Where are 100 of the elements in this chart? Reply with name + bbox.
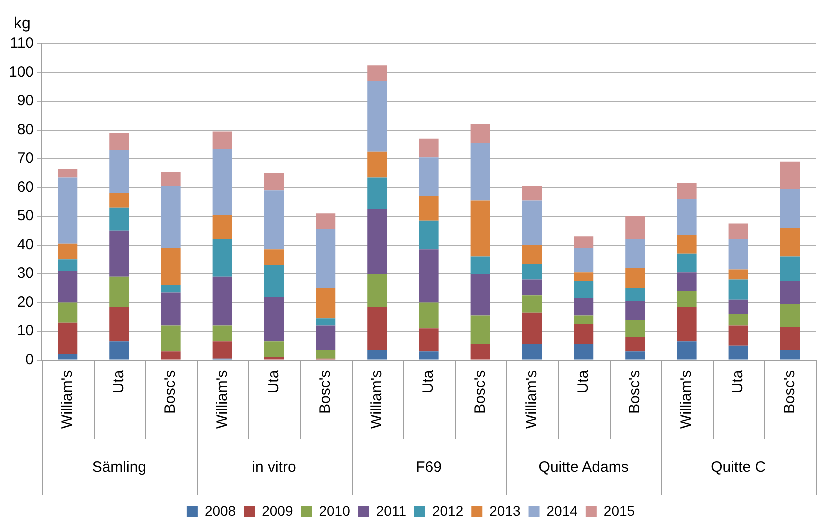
bar xyxy=(58,244,78,260)
y-tick-label: 10 xyxy=(17,322,34,340)
x-tick-label: Bosc's xyxy=(472,370,489,414)
bar xyxy=(419,196,439,221)
bar xyxy=(58,260,78,272)
bar xyxy=(212,240,232,277)
bar xyxy=(368,178,388,210)
x-tick-label: Bosc's xyxy=(781,370,798,414)
x-tick-label: Uta xyxy=(574,370,592,394)
bar xyxy=(316,350,336,359)
bar xyxy=(728,326,748,346)
y-tick-label: 70 xyxy=(17,150,34,168)
bar xyxy=(677,272,697,292)
bar xyxy=(58,302,78,323)
y-tick-label: 50 xyxy=(17,208,34,225)
x-tick-label: Bosc's xyxy=(316,370,334,414)
bar xyxy=(677,199,697,236)
bar xyxy=(728,280,748,300)
bar xyxy=(728,300,748,314)
bar xyxy=(574,248,594,273)
legend-label: 2010 xyxy=(319,502,351,519)
bar xyxy=(264,342,284,358)
x-tick-label: Uta xyxy=(265,370,282,394)
bar xyxy=(58,271,78,303)
x-tick-label: Bosc's xyxy=(626,370,644,414)
bar xyxy=(368,274,388,308)
bar xyxy=(419,158,439,196)
bar xyxy=(110,230,130,277)
x-tick-label: Uta xyxy=(730,370,747,394)
x-tick-label: William's xyxy=(58,370,76,430)
bar xyxy=(368,152,388,178)
bar xyxy=(470,124,490,144)
y-tick-label: 30 xyxy=(17,265,34,282)
bar xyxy=(470,274,490,316)
text: Quitte Adams xyxy=(538,459,629,476)
bar xyxy=(316,318,336,326)
bar xyxy=(470,200,490,257)
bar xyxy=(728,314,748,326)
bar xyxy=(368,81,388,152)
bar xyxy=(470,316,490,344)
x-tick-label: William's xyxy=(214,370,231,430)
bar xyxy=(110,150,130,194)
bar xyxy=(677,342,697,360)
bar xyxy=(368,209,388,274)
bar xyxy=(780,327,800,350)
bar xyxy=(522,312,542,344)
bar xyxy=(419,220,439,250)
bar xyxy=(264,297,284,342)
bar xyxy=(161,248,181,286)
bar xyxy=(212,326,232,342)
y-tick-label: 80 xyxy=(17,121,34,138)
x-tick-label: William's xyxy=(678,370,696,430)
bar xyxy=(522,296,542,313)
x-tick-label: Uta xyxy=(420,370,438,394)
bar xyxy=(58,354,78,360)
bar xyxy=(110,307,130,342)
bar xyxy=(316,326,336,350)
bar xyxy=(574,272,594,282)
bar xyxy=(316,229,336,288)
bar xyxy=(728,270,748,280)
bar xyxy=(780,304,800,328)
bar xyxy=(574,344,594,360)
bar xyxy=(522,186,542,201)
y-tick-label: 100 xyxy=(8,64,34,81)
bar xyxy=(161,286,181,293)
bar xyxy=(677,307,697,342)
bar xyxy=(780,189,800,228)
bar xyxy=(677,183,697,200)
bar xyxy=(110,194,130,208)
bar xyxy=(264,265,284,298)
legend-label: 2015 xyxy=(604,502,636,519)
bar xyxy=(470,344,490,360)
legend-label: 2014 xyxy=(546,502,578,519)
bar xyxy=(626,216,646,240)
bar xyxy=(419,328,439,352)
bar xyxy=(574,316,594,324)
bar xyxy=(470,143,490,201)
y-tick-label: 20 xyxy=(17,294,34,311)
bar xyxy=(626,240,646,268)
bar xyxy=(58,169,78,178)
bar xyxy=(677,235,697,254)
bar xyxy=(574,281,594,298)
bar xyxy=(780,228,800,257)
bar xyxy=(316,288,336,319)
bar xyxy=(110,133,130,150)
bar xyxy=(626,352,646,360)
bar xyxy=(264,173,284,191)
bar xyxy=(264,357,284,360)
bar xyxy=(574,236,594,248)
bar xyxy=(728,224,748,240)
y-tick-label: 40 xyxy=(17,236,34,254)
bar xyxy=(161,292,181,326)
bar xyxy=(780,256,800,282)
bar xyxy=(677,254,697,273)
bar xyxy=(522,280,542,296)
bar xyxy=(522,264,542,280)
text: in vitro xyxy=(252,459,296,476)
bar xyxy=(161,172,181,186)
bar xyxy=(368,66,388,82)
y-tick-label: 110 xyxy=(10,35,34,52)
